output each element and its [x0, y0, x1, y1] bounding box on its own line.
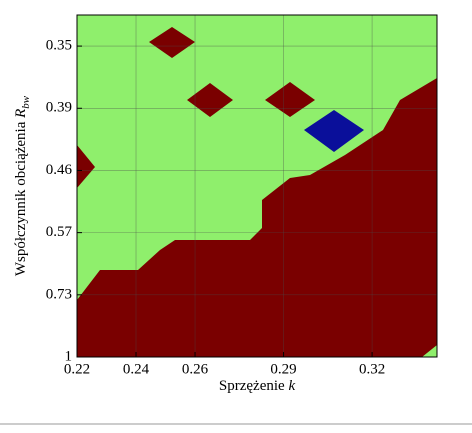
region-dark: [77, 78, 437, 357]
x-tick-label: 0.22: [64, 361, 90, 377]
region-light: [422, 345, 437, 357]
x-tick-label: 0.32: [359, 361, 385, 377]
y-label-var: R: [13, 109, 29, 119]
y-tick-label: 0.73: [46, 286, 72, 302]
region-dark: [149, 27, 195, 58]
y-tick-label: 0.57: [46, 224, 73, 240]
y-axis-label: Współczynnik obciążenia Rbw: [13, 95, 31, 276]
y-tick-label: 0.39: [46, 100, 72, 116]
region-blue: [304, 110, 364, 152]
x-axis-label: Sprzężenie k: [219, 378, 296, 394]
y-tick-label: 0.35: [46, 38, 72, 54]
x-label-text: Sprzężenie: [219, 378, 285, 394]
y-tick-label: 0.46: [46, 162, 73, 178]
y-label-sub: bw: [20, 95, 32, 109]
x-label-var: k: [288, 378, 295, 394]
y-label-text: Współczynnik obciążenia: [13, 121, 29, 276]
region-dark: [77, 145, 95, 188]
x-tick-label: 0.29: [270, 361, 296, 377]
x-tick-label: 0.24: [123, 361, 150, 377]
plot-frame: [76, 14, 438, 358]
y-tick-label: 1: [65, 348, 73, 364]
x-tick-label: 0.26: [182, 361, 209, 377]
